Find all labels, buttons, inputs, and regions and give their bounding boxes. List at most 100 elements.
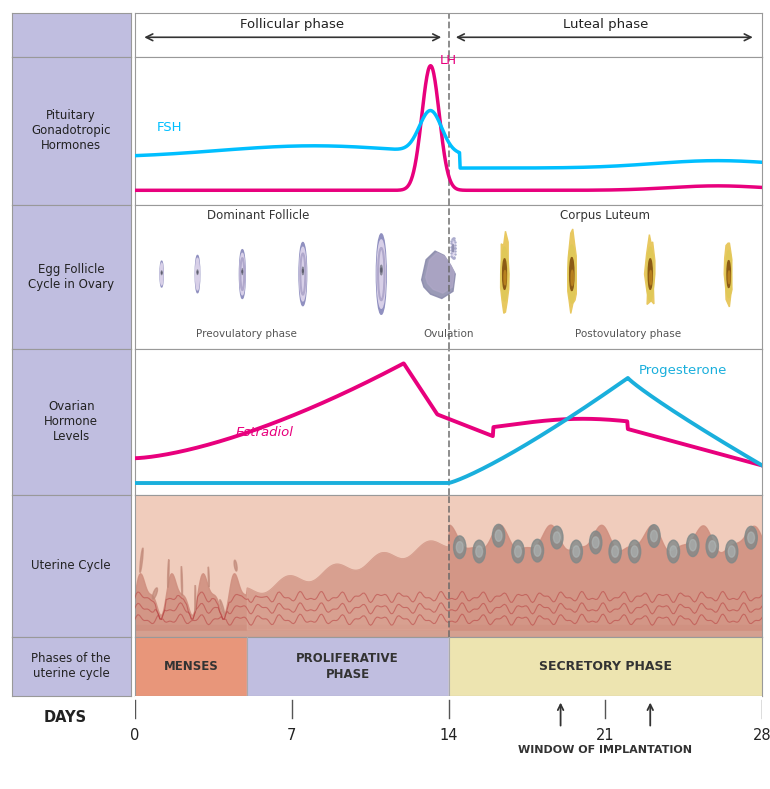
Ellipse shape bbox=[140, 548, 143, 573]
Text: Estradiol: Estradiol bbox=[236, 426, 293, 439]
Text: Egg Follicle
Cycle in Ovary: Egg Follicle Cycle in Ovary bbox=[28, 263, 114, 291]
Text: MENSES: MENSES bbox=[163, 660, 218, 673]
Text: Preovulatory phase: Preovulatory phase bbox=[196, 329, 297, 339]
Polygon shape bbox=[426, 252, 454, 293]
Ellipse shape bbox=[239, 253, 245, 295]
Ellipse shape bbox=[670, 546, 677, 557]
Text: 28: 28 bbox=[753, 728, 770, 743]
Polygon shape bbox=[725, 243, 732, 307]
Text: Corpus Luteum: Corpus Luteum bbox=[561, 209, 651, 222]
Ellipse shape bbox=[219, 600, 225, 615]
Text: SECRETORY PHASE: SECRETORY PHASE bbox=[539, 660, 672, 673]
Ellipse shape bbox=[609, 540, 621, 563]
Ellipse shape bbox=[668, 540, 680, 563]
Text: PROLIFERATIVE
PHASE: PROLIFERATIVE PHASE bbox=[296, 652, 399, 681]
Ellipse shape bbox=[504, 271, 506, 285]
Ellipse shape bbox=[168, 559, 169, 588]
Polygon shape bbox=[567, 229, 576, 313]
Ellipse shape bbox=[570, 540, 582, 563]
Bar bbox=[135, 637, 247, 696]
Ellipse shape bbox=[611, 546, 618, 557]
Ellipse shape bbox=[452, 241, 454, 256]
Ellipse shape bbox=[195, 585, 196, 611]
Text: LH: LH bbox=[440, 54, 457, 67]
Ellipse shape bbox=[239, 249, 245, 298]
Text: DAYS: DAYS bbox=[44, 710, 87, 725]
Ellipse shape bbox=[196, 256, 199, 293]
Ellipse shape bbox=[573, 546, 580, 557]
Polygon shape bbox=[644, 234, 655, 305]
Ellipse shape bbox=[377, 234, 387, 314]
Ellipse shape bbox=[648, 259, 652, 290]
Ellipse shape bbox=[687, 534, 699, 556]
Ellipse shape bbox=[302, 267, 303, 275]
Ellipse shape bbox=[454, 536, 466, 559]
Text: 14: 14 bbox=[439, 728, 458, 743]
Ellipse shape bbox=[242, 269, 243, 275]
Ellipse shape bbox=[571, 270, 574, 286]
Ellipse shape bbox=[512, 540, 524, 563]
Ellipse shape bbox=[748, 532, 755, 544]
Ellipse shape bbox=[197, 270, 198, 275]
Ellipse shape bbox=[160, 263, 163, 285]
Text: Follicular phase: Follicular phase bbox=[239, 18, 343, 32]
Text: Dominant Follicle: Dominant Follicle bbox=[207, 209, 310, 222]
Text: 7: 7 bbox=[287, 728, 296, 743]
Ellipse shape bbox=[514, 546, 521, 557]
Ellipse shape bbox=[648, 525, 660, 548]
Ellipse shape bbox=[299, 242, 306, 305]
Ellipse shape bbox=[592, 537, 599, 548]
Ellipse shape bbox=[727, 260, 731, 287]
Ellipse shape bbox=[531, 539, 544, 562]
Ellipse shape bbox=[534, 545, 541, 556]
Ellipse shape bbox=[650, 271, 652, 285]
Ellipse shape bbox=[745, 526, 757, 549]
Ellipse shape bbox=[152, 588, 158, 599]
Text: 21: 21 bbox=[596, 728, 614, 743]
Ellipse shape bbox=[651, 530, 658, 542]
Text: WINDOW OF IMPLANTATION: WINDOW OF IMPLANTATION bbox=[518, 745, 692, 755]
Ellipse shape bbox=[628, 540, 641, 563]
Ellipse shape bbox=[196, 258, 199, 290]
Polygon shape bbox=[500, 231, 509, 313]
Ellipse shape bbox=[160, 261, 163, 287]
Text: Phases of the
uterine cycle: Phases of the uterine cycle bbox=[32, 653, 111, 680]
Ellipse shape bbox=[728, 271, 730, 283]
Ellipse shape bbox=[570, 257, 574, 290]
Text: Uterine Cycle: Uterine Cycle bbox=[32, 559, 111, 572]
Text: Postovulatory phase: Postovulatory phase bbox=[574, 329, 681, 339]
Ellipse shape bbox=[568, 245, 575, 303]
Ellipse shape bbox=[473, 540, 485, 563]
Polygon shape bbox=[422, 251, 455, 298]
Text: Pituitary
Gonadotropic
Hormones: Pituitary Gonadotropic Hormones bbox=[32, 110, 111, 152]
Text: Progesterone: Progesterone bbox=[639, 364, 728, 376]
Ellipse shape bbox=[709, 540, 715, 552]
Text: Luteal phase: Luteal phase bbox=[563, 18, 648, 32]
Ellipse shape bbox=[689, 540, 696, 551]
Ellipse shape bbox=[728, 546, 735, 557]
Ellipse shape bbox=[493, 525, 505, 547]
Ellipse shape bbox=[631, 546, 638, 557]
Ellipse shape bbox=[647, 247, 654, 301]
Bar bbox=[247, 637, 448, 696]
Ellipse shape bbox=[551, 526, 563, 549]
Ellipse shape bbox=[554, 532, 561, 543]
Ellipse shape bbox=[234, 560, 237, 571]
Ellipse shape bbox=[300, 247, 306, 301]
Ellipse shape bbox=[725, 250, 731, 297]
Bar bbox=[448, 637, 762, 696]
Ellipse shape bbox=[495, 530, 502, 541]
Ellipse shape bbox=[503, 259, 507, 290]
Text: 0: 0 bbox=[130, 728, 139, 743]
Ellipse shape bbox=[476, 546, 483, 557]
Ellipse shape bbox=[380, 265, 382, 275]
Ellipse shape bbox=[501, 247, 508, 301]
Ellipse shape bbox=[181, 567, 182, 596]
Ellipse shape bbox=[457, 541, 463, 553]
Ellipse shape bbox=[377, 240, 386, 308]
Ellipse shape bbox=[590, 531, 602, 554]
Ellipse shape bbox=[725, 540, 738, 563]
Ellipse shape bbox=[208, 567, 209, 587]
Ellipse shape bbox=[452, 245, 454, 252]
Ellipse shape bbox=[706, 535, 718, 558]
